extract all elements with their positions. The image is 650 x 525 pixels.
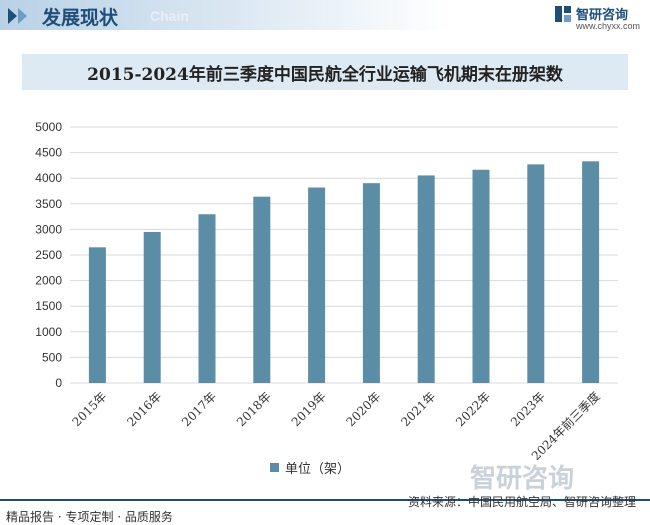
x-tick-label: 2017年 <box>179 389 219 429</box>
header-band <box>0 0 450 30</box>
x-tick-label: 2016年 <box>124 389 164 429</box>
chart-title: 2015-2024年前三季度中国民航全行业运输飞机期末在册架数 <box>87 65 563 85</box>
y-tick-label: 500 <box>42 350 62 364</box>
y-tick-label: 1500 <box>35 299 62 313</box>
legend: 单位（架） <box>270 458 350 477</box>
y-tick-label: 3500 <box>35 197 62 211</box>
x-tick-label: 2015年 <box>70 389 110 429</box>
y-tick-label: 4000 <box>35 171 62 185</box>
bar-chart: 0 500 1000 1500 2000 2500 3000 3500 4000 4500 5000… <box>35 120 618 460</box>
x-tick-label: 2018年 <box>234 389 274 429</box>
chart-title-box: 2015-2024年前三季度中国民航全行业运输飞机期末在册架数 <box>22 54 628 90</box>
bar <box>362 183 380 383</box>
brand-watermark: 智研咨询 <box>470 464 575 494</box>
x-tick-label: 2023年 <box>508 389 548 429</box>
legend-label: 单位（架） <box>285 462 351 477</box>
header: 发展现状 Chain 智研咨询 www.chyxx.com <box>0 0 650 32</box>
x-tick-label: 2019年 <box>289 389 329 429</box>
y-tick-label: 2500 <box>35 248 62 262</box>
y-tick-label: 1000 <box>35 325 62 339</box>
y-tick-label: 3000 <box>35 222 62 236</box>
bar <box>472 169 490 383</box>
y-tick-label: 2000 <box>35 274 62 288</box>
header-arrow-icon <box>8 8 27 24</box>
brand-url: www.chyxx.com <box>576 21 641 31</box>
bar <box>308 187 326 383</box>
bar <box>143 231 161 383</box>
y-tick-label: 4500 <box>35 146 62 160</box>
footer-source: 资料来源：中国民用航空局、智研咨询整理 <box>407 495 636 509</box>
bar <box>582 161 600 383</box>
brand-logo: 智研咨询 www.chyxx.com <box>554 4 644 36</box>
bar <box>527 164 545 383</box>
bar <box>253 196 271 383</box>
legend-swatch <box>270 463 279 472</box>
section-subtitle: Chain <box>150 8 189 24</box>
y-tick-label: 0 <box>55 376 62 390</box>
x-tick-label: 2021年 <box>398 389 438 429</box>
x-tick-label: 2020年 <box>344 389 384 429</box>
y-tick-label: 5000 <box>35 120 62 134</box>
footer-slogan: 精品报告 · 专项定制 · 品质服务 <box>6 510 173 524</box>
bar <box>88 247 106 383</box>
section-title: 发展现状 <box>42 7 119 29</box>
footer-divider <box>0 499 650 501</box>
x-tick-label: 2022年 <box>453 389 493 429</box>
bar <box>417 175 435 383</box>
brand-name: 智研咨询 <box>576 8 629 23</box>
brand-mark-icon <box>555 6 571 22</box>
bar <box>198 214 216 383</box>
